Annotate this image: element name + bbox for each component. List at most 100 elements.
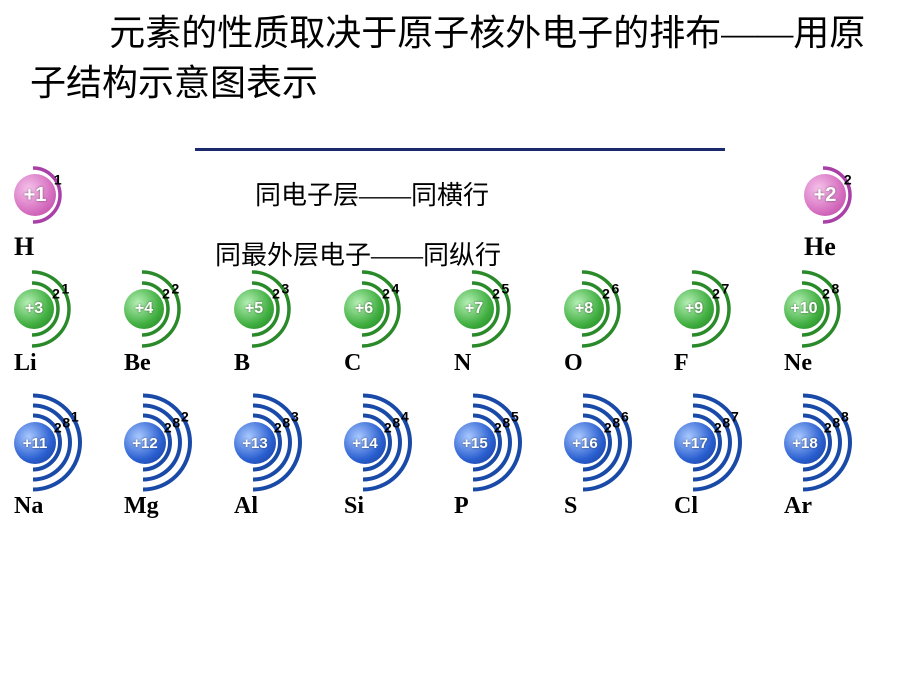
atom-diagram: +523 [230,270,340,348]
shell-electron-count: 6 [621,409,629,425]
electron-shells: 281 [33,443,34,444]
element-symbol: Na [14,493,43,520]
shell-electron-count: 1 [71,409,79,425]
atom-diagram: +725 [450,270,560,348]
element-cell-s: +16286S [560,395,670,520]
electron-shells: 24 [362,309,363,310]
element-symbol: Li [14,350,37,377]
shell-arc [363,392,416,494]
slide-title: 元素的性质取决于原子核外电子的排布——用原子结构示意图表示 [0,0,920,109]
atom-diagram: +624 [340,270,450,348]
element-cell-n: +725N [450,270,560,377]
electron-shells: 27 [692,309,693,310]
electron-shells: 26 [582,309,583,310]
element-cell-ar: +18288Ar [780,395,890,520]
element-symbol: Si [344,493,364,520]
element-symbol: C [344,350,361,377]
element-symbol: Ar [784,493,812,520]
atom-diagram: +18288 [780,395,890,491]
atom-diagram: +422 [120,270,230,348]
atom-diagram: +14284 [340,395,450,491]
shell-electron-count: 5 [502,280,510,296]
element-symbol: N [454,350,471,377]
shell-electron-count: 6 [612,280,620,296]
element-cell-he: +22He [800,160,910,262]
atom-diagram: +17287 [670,395,780,491]
shell-electron-count: 1 [62,280,70,296]
shell-electron-count: 2 [844,171,852,187]
atom-diagram: +826 [560,270,670,348]
element-cell-o: +826O [560,270,670,377]
shell-arc [143,392,196,494]
element-symbol: P [454,493,469,520]
shell-electron-count: 8 [832,280,840,296]
element-symbol: He [804,232,836,262]
electron-shells: 287 [693,443,694,444]
electron-shells: 21 [32,309,33,310]
element-cell-mg: +12282Mg [120,395,230,520]
shell-arc [693,392,746,494]
shell-electron-count: 8 [841,409,849,425]
element-symbol: Ne [784,350,812,377]
electron-shells: 286 [583,443,584,444]
electron-shells: 284 [363,443,364,444]
electron-shells: 28 [802,309,803,310]
element-cell-cl: +17287Cl [670,395,780,520]
shell-electron-count: 4 [401,409,409,425]
period-row-3: +11281Na+12282Mg+13283Al+14284Si+15285P+… [10,395,910,520]
atom-diagram: +15285 [450,395,560,491]
atom-diagram: +321 [10,270,120,348]
element-symbol: B [234,350,250,377]
shell-arc [473,392,526,494]
electron-shells: 282 [143,443,144,444]
electron-shells: 23 [252,309,253,310]
period-row-1: +11H+22He [10,160,910,262]
row-spacer [120,160,800,262]
atom-diagram: +13283 [230,395,340,491]
shell-arc [583,392,636,494]
shell-electron-count: 2 [172,280,180,296]
shell-electron-count: 4 [392,280,400,296]
element-symbol: Be [124,350,151,377]
atom-diagram: +16286 [560,395,670,491]
shell-electron-count: 3 [282,280,290,296]
element-symbol: F [674,350,689,377]
element-symbol: Cl [674,493,698,520]
atom-diagram: +11 [10,160,120,230]
element-cell-ne: +1028Ne [780,270,890,377]
atom-diagram: +927 [670,270,780,348]
atom-diagram: +1028 [780,270,890,348]
shell-electron-count: 7 [722,280,730,296]
element-cell-be: +422Be [120,270,230,377]
element-cell-si: +14284Si [340,395,450,520]
element-symbol: H [14,232,34,262]
electron-shells: 285 [473,443,474,444]
atom-diagram: +12282 [120,395,230,491]
shell-electron-count: 5 [511,409,519,425]
periodic-table-diagram: +11H+22He+321Li+422Be+523B+624C+725N+826… [10,160,910,520]
electron-shells: 25 [472,309,473,310]
electron-shells: 2 [823,195,824,196]
element-cell-p: +15285P [450,395,560,520]
electron-shells: 283 [253,443,254,444]
shell-electron-count: 1 [54,171,62,187]
atom-diagram: +11281 [10,395,120,491]
electron-shells: 1 [33,195,34,196]
shell-electron-count: 2 [181,409,189,425]
element-cell-f: +927F [670,270,780,377]
electron-shells: 288 [803,443,804,444]
element-symbol: O [564,350,583,377]
shell-arc [253,392,306,494]
element-symbol: Al [234,493,258,520]
atom-diagram: +22 [800,160,910,230]
element-cell-na: +11281Na [10,395,120,520]
shell-arc [803,392,856,494]
element-cell-h: +11H [10,160,120,262]
element-cell-li: +321Li [10,270,120,377]
shell-electron-count: 7 [731,409,739,425]
shell-arc [33,392,86,494]
electron-shells: 22 [142,309,143,310]
element-symbol: Mg [124,493,159,520]
title-underline [195,148,725,151]
element-cell-al: +13283Al [230,395,340,520]
